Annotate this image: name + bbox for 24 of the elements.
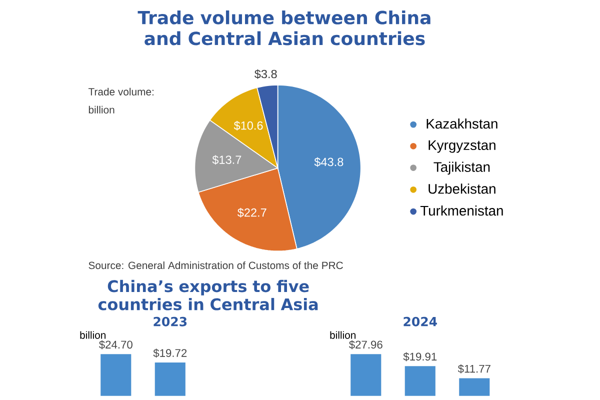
legend-label: Uzbekistan bbox=[428, 184, 496, 194]
data-label: $3.8 bbox=[254, 69, 277, 79]
data-label: $43.8 bbox=[314, 157, 344, 167]
legend-label: Kyrgyzstan bbox=[428, 140, 496, 153]
data-label: $22.7 bbox=[237, 208, 266, 218]
data-label: $24.70 bbox=[99, 340, 132, 350]
text: Trade volume: bbox=[88, 88, 154, 96]
chart-title: Trade volume between China and Central Asian countries bbox=[138, 10, 430, 46]
data-label: $27.96 bbox=[349, 340, 382, 350]
legend-label: Tajikistan bbox=[434, 162, 490, 175]
legend-label: Kazakhstan bbox=[426, 118, 498, 129]
data-label: $11.77 bbox=[458, 364, 490, 374]
chart-subtitle: 2024 bbox=[404, 316, 437, 326]
data-label: $19.72 bbox=[153, 348, 187, 358]
legend-label: Turkmenistan bbox=[420, 205, 503, 216]
y-axis-title: billion bbox=[330, 331, 356, 339]
chart-title: China’s exports to five countries in Central Asia bbox=[98, 280, 318, 310]
data-label: $10.6 bbox=[234, 120, 263, 130]
chart-subtitle: 2023 bbox=[154, 316, 187, 326]
source-note: Source: General Administration of Customs of the PRC bbox=[88, 261, 343, 270]
y-axis-title: billion bbox=[80, 331, 106, 339]
data-label: $19.91 bbox=[403, 352, 437, 362]
data-label: $13.7 bbox=[212, 155, 242, 165]
text: billion bbox=[88, 106, 114, 114]
